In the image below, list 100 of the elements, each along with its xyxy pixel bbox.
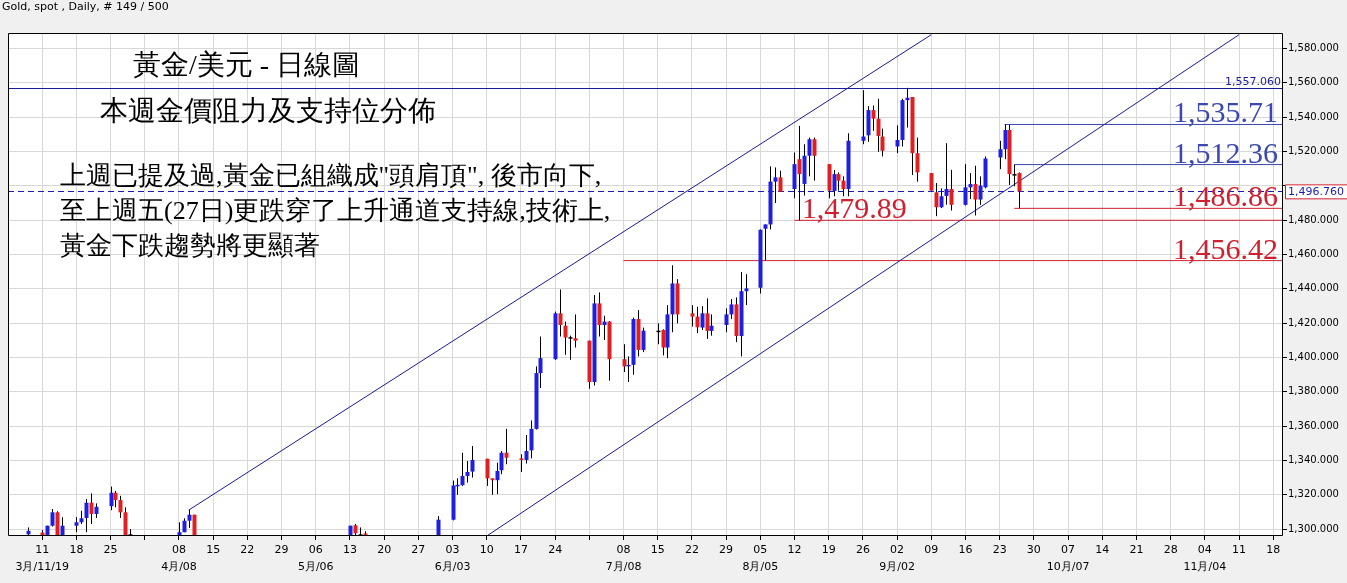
- candlestick: [744, 273, 749, 306]
- x-tick-label: 09: [924, 543, 939, 557]
- candlestick: [841, 175, 846, 197]
- candlestick: [690, 304, 695, 328]
- candlestick: [963, 163, 968, 207]
- x-tick-label: 12: [787, 543, 802, 557]
- candlestick: [695, 306, 700, 334]
- annotation: 1,512.36: [1173, 135, 1278, 169]
- x-tick-label: 10: [479, 543, 494, 557]
- text: 黃金/美元 - 日線圖: [133, 48, 361, 82]
- candlestick: [939, 187, 944, 209]
- candlestick: [934, 182, 939, 217]
- candlestick: [836, 171, 841, 192]
- y-tick-label: 1,340.000: [1288, 454, 1339, 466]
- candlestick: [1003, 123, 1008, 160]
- candlestick: [470, 445, 475, 479]
- text: 本週金價阻力及支持位分佈: [100, 94, 436, 128]
- y-tick-label: 1,320.000: [1288, 488, 1339, 500]
- y-tick-label: 1,460.000: [1288, 248, 1339, 260]
- candlestick: [729, 298, 734, 320]
- x-tick-label: 02 9月/02: [879, 543, 915, 574]
- candlestick: [724, 307, 729, 333]
- candlestick: [485, 458, 490, 487]
- annotation: 1,456.42: [1173, 231, 1278, 265]
- candlestick: [876, 98, 881, 153]
- y-tick-label: 1,380.000: [1288, 385, 1339, 397]
- candlestick: [998, 140, 1003, 170]
- candlestick: [597, 291, 602, 338]
- y-tick-label: 1,480.000: [1288, 213, 1339, 225]
- candlestick: [915, 137, 920, 183]
- candlestick: [763, 223, 768, 262]
- candlestick: [465, 460, 470, 484]
- x-tick-label: 30: [1026, 543, 1041, 557]
- x-tick-label: 07 10月/07: [1046, 543, 1090, 574]
- x-tick-label: 18: [1266, 543, 1281, 557]
- candlestick: [778, 170, 783, 193]
- y-tick-label: 1,300.000: [1288, 522, 1339, 534]
- x-tick-label: 15: [650, 543, 665, 557]
- candlestick: [1012, 164, 1017, 187]
- annotation: 上週已提及過,黃金已組織成"頭肩頂", 後市向下,至上週五(27日)更跌穿了上升通道支持線,技術上,黃金下跌趨勢將更顯著: [60, 160, 612, 262]
- candlestick: [89, 492, 94, 525]
- x-tick-label: 22: [684, 543, 699, 557]
- x-tick-label: 27: [411, 543, 426, 557]
- x-tick-label: 29: [274, 543, 289, 557]
- candlestick: [118, 495, 123, 519]
- x-tick-label: 28: [1163, 543, 1178, 557]
- candlestick: [949, 169, 954, 212]
- candlestick: [773, 166, 778, 204]
- annotation: 1,479.89: [801, 191, 907, 225]
- x-tick-label: 19: [821, 543, 836, 557]
- candlestick: [568, 335, 573, 361]
- y-tick-label: 1,560.000: [1288, 76, 1339, 88]
- x-tick-label: 05 8月/05: [742, 543, 779, 574]
- candlestick: [84, 498, 89, 533]
- candlestick: [524, 434, 529, 465]
- candlestick: [709, 313, 714, 337]
- x-tick-label: 11: [1232, 543, 1247, 557]
- x-tick-label: 15: [206, 543, 221, 557]
- candlestick: [968, 172, 973, 200]
- x-tick-label: 03 6月/03: [434, 543, 471, 574]
- ref-line-label: 1,496.760: [1288, 184, 1344, 198]
- x-tick-label: 25: [103, 543, 118, 557]
- candlestick: [460, 452, 465, 487]
- candlestick: [832, 169, 837, 197]
- candlestick: [490, 477, 495, 496]
- annotation: 1,535.71: [1173, 95, 1278, 129]
- candlestick: [700, 305, 705, 331]
- y-tick-label: 1,520.000: [1288, 145, 1339, 157]
- candlestick: [504, 428, 509, 465]
- y-tick-label: 1,420.000: [1288, 316, 1339, 328]
- candlestick: [812, 137, 817, 182]
- x-tick-label: 16: [958, 543, 973, 557]
- x-tick-label: 24: [548, 543, 563, 557]
- x-tick-label: 26: [855, 543, 870, 557]
- candlestick: [558, 288, 563, 338]
- y-tick-label: 1,580.000: [1288, 42, 1339, 54]
- ref-line-label: 1,557.060: [1225, 75, 1281, 89]
- candlestick: [929, 172, 934, 193]
- text: Gold, spot , Daily, # 149 / 500: [2, 0, 169, 13]
- x-tick-label: 20: [377, 543, 392, 557]
- candlestick: [861, 89, 866, 145]
- candlestick: [529, 419, 534, 459]
- x-tick-label: 11 3月/11/19: [15, 543, 69, 574]
- candlestick: [705, 297, 710, 340]
- x-tick-label: 13: [342, 543, 357, 557]
- candlestick: [871, 104, 876, 132]
- x-tick-label: 18: [69, 543, 84, 557]
- y-tick-label: 1,540.000: [1288, 110, 1339, 122]
- x-tick-label: 08 4月/08: [161, 543, 197, 574]
- candlestick: [661, 328, 666, 356]
- x-tick-label: 14: [1095, 543, 1110, 557]
- candlestick: [944, 142, 949, 206]
- y-tick-label: 1,440.000: [1288, 282, 1339, 294]
- x-tick-label: 17: [513, 543, 528, 557]
- x-tick-label: 08 7月/08: [605, 543, 642, 574]
- x-tick-label: 06 5月/06: [297, 543, 334, 574]
- candlestick: [973, 165, 978, 216]
- x-tick-label: 04 11月/04: [1183, 543, 1227, 574]
- candlestick: [895, 124, 900, 154]
- candlestick: [641, 327, 646, 353]
